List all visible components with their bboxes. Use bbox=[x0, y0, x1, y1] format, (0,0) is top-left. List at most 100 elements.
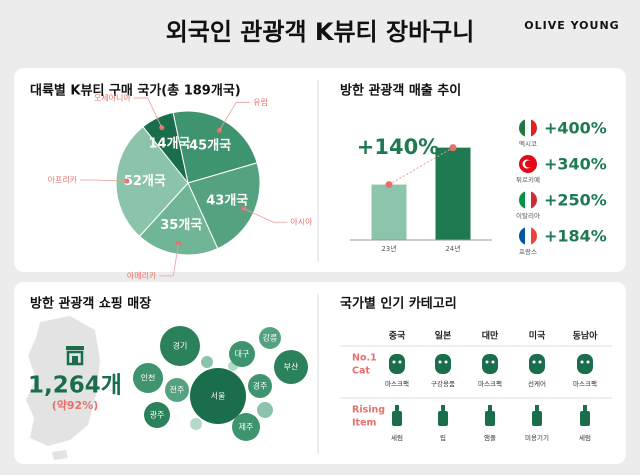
icon-detail bbox=[485, 360, 489, 364]
slice-label: 43개국 bbox=[206, 194, 248, 209]
item-icon bbox=[583, 405, 587, 411]
region-bubble bbox=[190, 368, 246, 424]
region-label: 경주 bbox=[253, 381, 268, 391]
category-icon bbox=[389, 354, 405, 374]
country-name: 프랑스 bbox=[519, 248, 537, 256]
slice-label: 52개국 bbox=[124, 174, 166, 189]
region-bubble bbox=[259, 327, 281, 349]
icon-detail bbox=[532, 360, 536, 364]
bubble bbox=[201, 356, 213, 368]
column-header: 일본 bbox=[435, 330, 452, 342]
category-icon bbox=[435, 354, 451, 374]
item-label: 세럼 bbox=[579, 433, 591, 442]
item-icon bbox=[488, 405, 492, 411]
region-bubble bbox=[229, 341, 255, 367]
country-name: 튀르키예 bbox=[516, 175, 540, 184]
category-label: 유럽 bbox=[253, 98, 268, 107]
category-label: 아메리카 bbox=[127, 270, 157, 280]
leader-line bbox=[243, 208, 288, 223]
flag bbox=[519, 155, 537, 173]
item-label: 마스크팩 bbox=[385, 379, 409, 388]
trend-dot bbox=[449, 144, 457, 152]
section-title: 대륙별 K뷰티 구매 국가(총 189개국) bbox=[30, 83, 241, 99]
category-icon bbox=[577, 354, 593, 374]
category-label: 오세아니아 bbox=[94, 93, 131, 103]
category-icon bbox=[529, 354, 545, 374]
growth-value: +400% bbox=[544, 119, 607, 138]
region-label: 부산 bbox=[284, 362, 299, 372]
item-icon bbox=[485, 411, 495, 426]
x-tick-label: 24년 bbox=[445, 244, 460, 253]
item-label: 선케어 bbox=[528, 379, 546, 388]
item-icon bbox=[392, 411, 402, 426]
region-label: 인천 bbox=[141, 373, 156, 383]
slice-label: 35개국 bbox=[160, 218, 202, 233]
leader-line bbox=[133, 97, 163, 128]
icon-detail bbox=[398, 360, 402, 364]
region-bubble bbox=[165, 378, 189, 402]
icon-detail bbox=[491, 360, 495, 364]
region-label: 경기 bbox=[173, 341, 188, 351]
icon-detail bbox=[586, 360, 590, 364]
item-label: 립 bbox=[440, 434, 446, 442]
store-share: (약92%) bbox=[52, 398, 99, 412]
icon-detail bbox=[580, 360, 584, 364]
slice-label: 14개국 bbox=[149, 136, 191, 151]
growth-value: +184% bbox=[544, 227, 607, 246]
region-bubble bbox=[248, 374, 272, 398]
x-tick-label: 23년 bbox=[381, 244, 396, 253]
page-title: 외국인 관광객 K뷰티 장바구니 bbox=[166, 18, 475, 46]
item-label: 세럼 bbox=[391, 433, 403, 442]
region-bubble bbox=[274, 350, 308, 384]
region-label: 강릉 bbox=[263, 333, 278, 343]
icon-detail bbox=[538, 360, 542, 364]
store-icon bbox=[66, 346, 84, 366]
flag bbox=[519, 227, 537, 245]
region-bubble bbox=[144, 402, 170, 428]
section-title: 국가별 인기 카테고리 bbox=[340, 296, 457, 312]
region-label: 전주 bbox=[170, 385, 185, 395]
item-icon bbox=[535, 405, 539, 411]
section-title: 방한 관광객 쇼핑 매장 bbox=[30, 296, 151, 312]
item-icon bbox=[438, 411, 448, 426]
brand: OLIVE YOUNG bbox=[524, 19, 619, 32]
bubble bbox=[257, 402, 273, 418]
row-label: Cat bbox=[352, 366, 370, 377]
region-bubble bbox=[133, 363, 163, 393]
leader-line bbox=[159, 243, 179, 277]
column-header: 동남아 bbox=[573, 330, 599, 342]
category-icon bbox=[482, 354, 498, 374]
growth-value: +250% bbox=[544, 191, 607, 210]
column-header: 대만 bbox=[482, 330, 499, 342]
item-label: 앰플 bbox=[484, 434, 496, 442]
item-label: 마스크팩 bbox=[573, 379, 597, 388]
trend-dot bbox=[385, 181, 393, 189]
icon-detail bbox=[438, 360, 442, 364]
column-header: 미국 bbox=[529, 330, 546, 342]
section-title: 방한 관광객 매출 추이 bbox=[340, 83, 461, 99]
item-icon bbox=[395, 405, 399, 411]
column-header: 중국 bbox=[389, 331, 406, 342]
bar bbox=[371, 184, 407, 240]
flag bbox=[519, 119, 537, 137]
store-total: 1,264개 bbox=[28, 373, 122, 399]
item-icon bbox=[580, 411, 590, 426]
icon-detail bbox=[392, 360, 396, 364]
region-label: 제주 bbox=[239, 423, 254, 432]
country-name: 이탈리아 bbox=[516, 211, 540, 220]
row-label: No.1 bbox=[352, 353, 377, 364]
region-label: 광주 bbox=[150, 410, 165, 420]
item-label: 미용기기 bbox=[525, 433, 549, 442]
item-icon bbox=[441, 405, 445, 411]
item-icon bbox=[532, 411, 542, 426]
growth-value: +340% bbox=[544, 155, 607, 174]
slice-label: 45개국 bbox=[189, 138, 231, 153]
category-label: 아시아 bbox=[290, 217, 313, 227]
flag bbox=[519, 191, 537, 209]
region-label: 서울 bbox=[211, 392, 226, 401]
country-name: 멕시코 bbox=[519, 139, 537, 148]
region-bubble bbox=[160, 326, 200, 366]
category-label: 아프리카 bbox=[48, 175, 78, 185]
item-label: 구강용품 bbox=[431, 379, 455, 388]
